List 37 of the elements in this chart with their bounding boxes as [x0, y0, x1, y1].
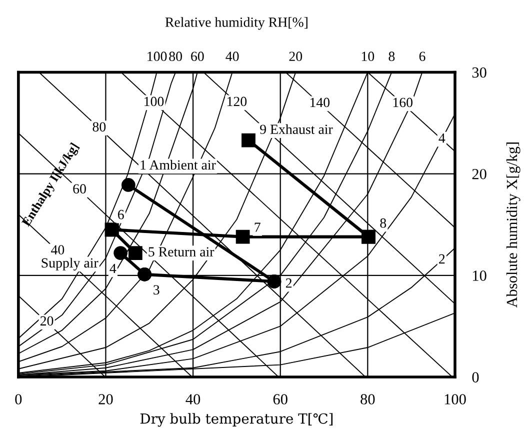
annotation: 40	[226, 52, 239, 62]
annotation: 4	[110, 264, 116, 274]
annotation: 10	[362, 52, 374, 62]
annotation: 6	[419, 52, 426, 62]
x-tick-label: 20	[98, 394, 113, 404]
annotation: 80	[92, 122, 106, 132]
x-tick-label: 60	[273, 394, 288, 404]
annotation: 120	[228, 96, 247, 106]
annotation: 100	[148, 52, 167, 62]
y-tick-label: 0	[472, 372, 479, 382]
annotation: 3	[154, 285, 160, 295]
annotation: 2	[286, 278, 292, 288]
annotation: 9 Exhaust air	[260, 124, 333, 134]
annotation: 60	[73, 184, 86, 194]
annotation: 60	[191, 52, 204, 62]
y-tick-label: 10	[473, 270, 486, 281]
annotation: 40	[51, 245, 64, 254]
x-tick-label: 100	[444, 394, 466, 404]
x-tick-label: 0	[15, 394, 22, 404]
annotation: 8	[388, 52, 395, 62]
annotation: 20	[40, 316, 54, 326]
annotation: Supply air	[42, 258, 98, 270]
x-tick-label: 40	[186, 394, 200, 404]
annotation: 7	[254, 222, 260, 232]
y-tick-label: 30	[472, 67, 486, 78]
x-tick-label: 80	[360, 394, 375, 404]
annotation: 5 Return air	[148, 247, 214, 257]
y-tick-label: 20	[472, 168, 486, 180]
y-axis-title: Absolute humidity X[g/kg]	[506, 142, 520, 308]
annotation: 20	[289, 52, 302, 62]
text: Relative humidity RH[%]	[165, 17, 308, 30]
annotation: 6	[118, 210, 124, 220]
annotation: 140	[310, 98, 330, 108]
annotation: 8	[380, 218, 386, 228]
annotation: 1 Ambient air	[140, 160, 216, 170]
x-axis-title: Dry bulb temperature T[℃]	[140, 413, 333, 427]
annotation: 80	[169, 52, 182, 62]
